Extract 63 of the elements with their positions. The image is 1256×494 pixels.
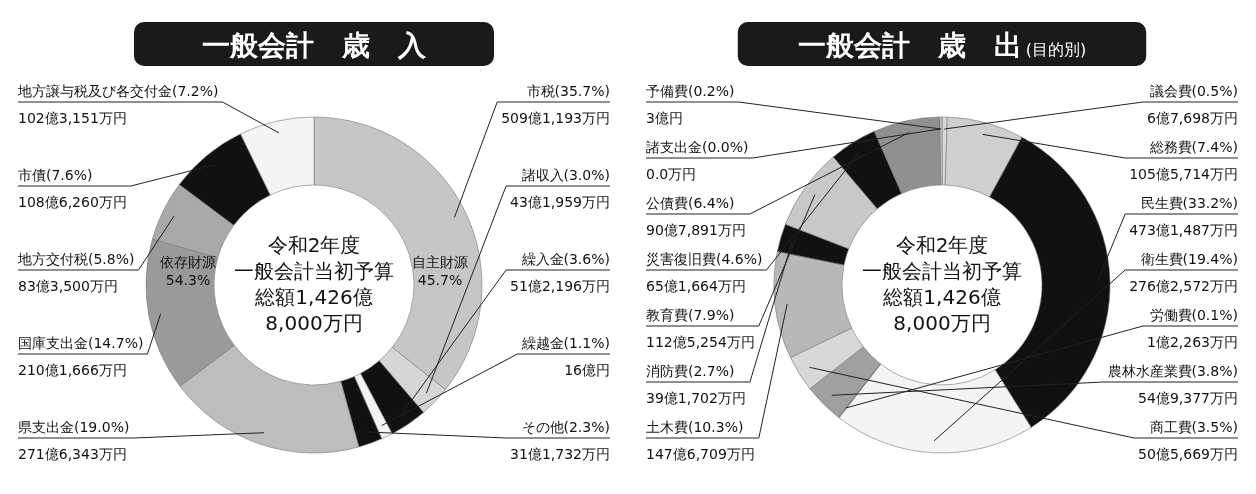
text: 39億1,702万円 bbox=[646, 390, 746, 406]
text: 90億7,891万円 bbox=[646, 222, 746, 238]
slice-label: 農林水産業費(3.8%) bbox=[1107, 363, 1238, 379]
text: 1億2,263万円 bbox=[1147, 334, 1238, 350]
slice-label: 繰入金(3.6%) bbox=[520, 251, 610, 267]
text: 43億1,959万円 bbox=[510, 194, 610, 210]
text: 自主財源 bbox=[412, 254, 468, 270]
slice-label: 総務費(7.4%) bbox=[1148, 139, 1238, 155]
slice-label: 繰越金(1.1%) bbox=[520, 335, 610, 351]
text: 147億6,709万円 bbox=[646, 446, 755, 462]
slice-label: 予備費(0.2%) bbox=[646, 83, 735, 99]
slice-label: 商工費(3.5%) bbox=[1149, 419, 1238, 435]
text: 依存財源 bbox=[160, 254, 216, 270]
text: 8,000万円 bbox=[893, 310, 991, 335]
slice-label: 地方交付税(5.8%) bbox=[17, 251, 135, 267]
slice-label: その他(2.3%) bbox=[521, 419, 610, 435]
slice-label: 議会費(0.5%) bbox=[1149, 83, 1238, 99]
text: 51億2,196万円 bbox=[510, 278, 610, 294]
text: 一般会計当初予算 bbox=[234, 258, 394, 283]
slice-label: 諸収入(3.0%) bbox=[521, 167, 610, 183]
text: 210億1,666万円 bbox=[18, 362, 127, 378]
slice-label: 公債費(6.4%) bbox=[646, 195, 735, 211]
slice-label: 災害復旧費(4.6%) bbox=[646, 251, 763, 267]
text: 一般会計当初予算 bbox=[862, 258, 1022, 283]
slice-label: 労働費(0.1%) bbox=[1149, 307, 1238, 323]
text: 102億3,151万円 bbox=[18, 110, 127, 126]
slice-label: 国庫支出金(14.7%) bbox=[18, 335, 144, 351]
slice-label: 市税(35.7%) bbox=[526, 83, 610, 99]
text: 105億5,714万円 bbox=[1129, 166, 1238, 182]
text: 271億6,343万円 bbox=[18, 446, 127, 462]
slice-label: 市債(7.6%) bbox=[18, 167, 93, 183]
slice-label: 土木費(10.3%) bbox=[646, 419, 744, 435]
text: 65億1,664万円 bbox=[646, 278, 746, 294]
text: 総額1,426億 bbox=[254, 284, 373, 309]
slice-label: 衛生費(19.4%) bbox=[1140, 251, 1238, 267]
text: 31億1,732万円 bbox=[510, 446, 610, 462]
text: 45.7% bbox=[417, 272, 463, 288]
text: 3億円 bbox=[646, 110, 683, 126]
text: 8,000万円 bbox=[265, 310, 363, 335]
text: 令和2年度 bbox=[895, 232, 989, 257]
text: 6億7,698万円 bbox=[1147, 110, 1238, 126]
chart-title: 一般会計 歳 出 bbox=[797, 29, 1022, 62]
text: 473億1,487万円 bbox=[1129, 222, 1238, 238]
slice-label: 県支出金(19.0%) bbox=[18, 419, 130, 435]
text: 総額1,426億 bbox=[882, 284, 1001, 309]
text: 276億2,572万円 bbox=[1129, 278, 1238, 294]
text: 83億3,500万円 bbox=[18, 278, 118, 294]
text: 令和2年度 bbox=[267, 232, 361, 257]
text: 16億円 bbox=[564, 362, 610, 378]
text: 54.3% bbox=[165, 272, 211, 288]
text: 509億1,193万円 bbox=[501, 110, 610, 126]
slice-label: 教育費(7.9%) bbox=[646, 307, 735, 323]
text: 50億5,669万円 bbox=[1138, 446, 1238, 462]
slice-label: 地方譲与税及び各交付金(7.2%) bbox=[17, 83, 219, 99]
chart-subtitle: (目的別) bbox=[1025, 40, 1087, 59]
category-label: 諸支出金(0.0%) bbox=[646, 139, 749, 155]
text: 108億6,260万円 bbox=[18, 194, 127, 210]
slice-label: 消防費(2.7%) bbox=[646, 363, 735, 379]
slice-label: 民生費(33.2%) bbox=[1140, 195, 1238, 211]
text: 112億5,254万円 bbox=[646, 334, 755, 350]
text: 54億9,377万円 bbox=[1138, 390, 1238, 406]
chart-title: 一般会計 歳 入 bbox=[202, 29, 427, 62]
text: 0.0万円 bbox=[646, 166, 697, 182]
